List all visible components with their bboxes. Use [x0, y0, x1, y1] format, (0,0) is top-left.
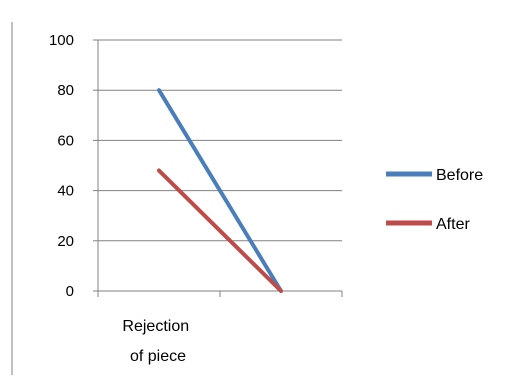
- series-line-after: [157, 168, 283, 293]
- y-tick-label: 40: [57, 183, 74, 200]
- gridlines: [93, 39, 342, 292]
- category-label: Rejection of piece: [122, 318, 193, 365]
- category-label-line-2: of piece: [130, 348, 186, 365]
- series-line-before: [157, 88, 283, 293]
- category-label-line-1: Rejection: [122, 318, 189, 335]
- legend: Before After: [386, 167, 483, 233]
- axes: [97, 40, 342, 292]
- series-lines: [157, 88, 283, 293]
- y-tick-label: 80: [57, 82, 74, 99]
- legend-label-after: After: [436, 216, 470, 233]
- x-ticks: [97, 291, 343, 297]
- y-tick-label: 20: [57, 233, 74, 250]
- legend-label-before: Before: [436, 167, 483, 184]
- y-tick-label: 0: [66, 283, 74, 300]
- y-tick-label: 60: [57, 132, 74, 149]
- y-tick-labels: 100 80 60 40 20 0: [49, 32, 74, 300]
- y-tick-label: 100: [49, 32, 74, 49]
